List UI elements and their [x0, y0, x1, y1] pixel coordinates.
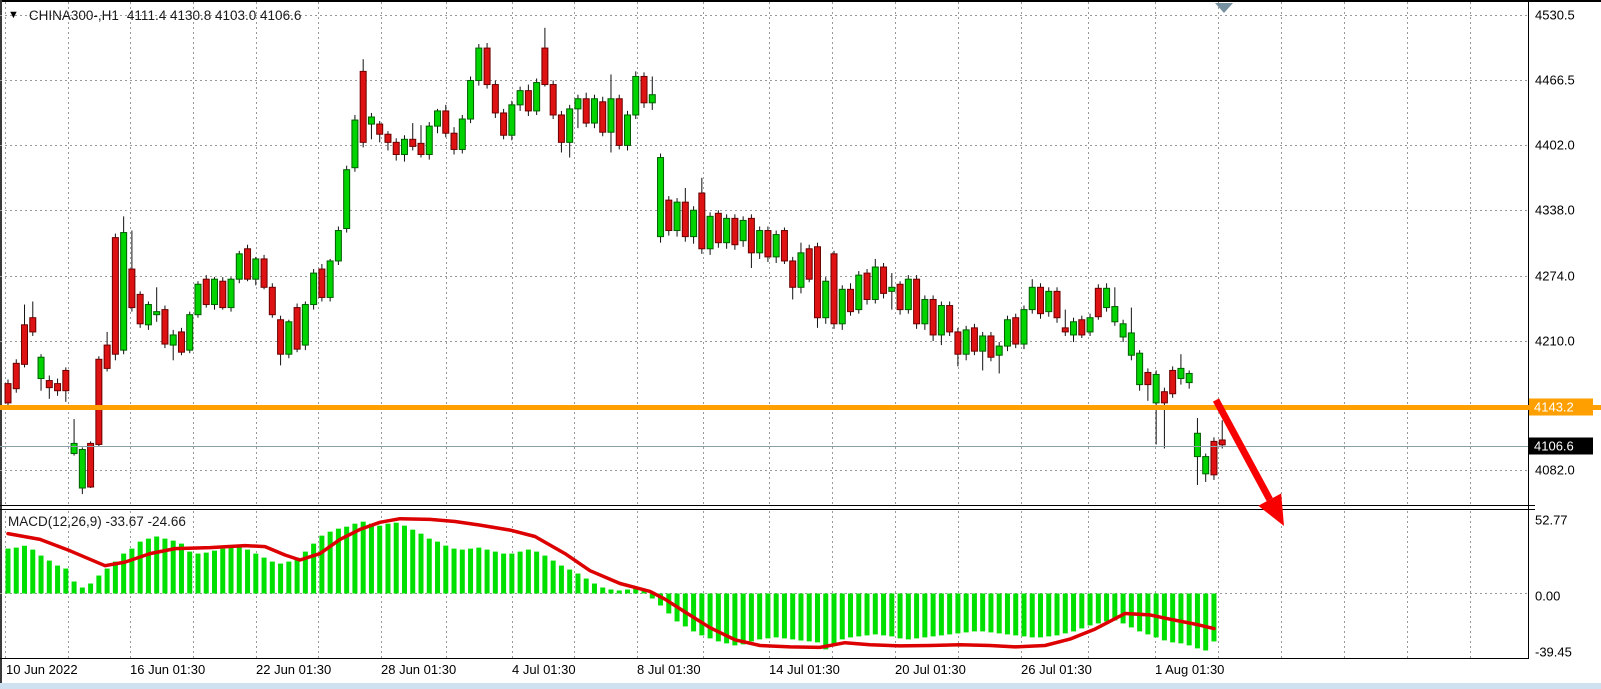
symbol-dropdown-icon[interactable]: ▼: [8, 9, 19, 21]
price-axis-label: 4082.0: [1535, 462, 1575, 478]
price-axis-label: -39.45: [1535, 644, 1572, 660]
price-axis-label: 52.77: [1535, 512, 1568, 528]
time-axis-label: 26 Jul 01:30: [1021, 662, 1092, 677]
price-axis-label: 4402.0: [1535, 137, 1575, 153]
price-axis-label: 4466.5: [1535, 72, 1575, 88]
main-candlestick-plot[interactable]: [0, 0, 1528, 505]
time-axis-label: 28 Jun 01:30: [381, 662, 457, 677]
price-axis-label: 4210.0: [1535, 333, 1575, 349]
time-axis-label: 14 Jul 01:30: [769, 662, 840, 677]
macd-indicator-label: MACD(12,26,9) -33.67 -24.66: [8, 514, 186, 529]
panel-separator-line-2[interactable]: [0, 509, 1535, 510]
resistance-hline[interactable]: [0, 405, 1601, 410]
price-axis-label: 4338.0: [1535, 202, 1575, 218]
time-axis-label: 8 Jul 01:30: [637, 662, 701, 677]
time-axis-label: 20 Jul 01:30: [895, 662, 966, 677]
window-bottom-strip: [0, 683, 1601, 689]
current-price-line: [0, 446, 1528, 447]
price-axis-label: 4530.5: [1535, 7, 1575, 23]
window-top-border: [0, 0, 1601, 2]
time-axis-label: 10 Jun 2022: [6, 662, 78, 677]
current-price-badge: 4106.6: [1529, 437, 1593, 455]
ohlc-values: 4111.4 4130.8 4103.0 4106.6: [126, 7, 302, 23]
price-axis-border: [1528, 2, 1529, 658]
time-axis-label: 1 Aug 01:30: [1155, 662, 1225, 677]
time-axis-border: [0, 658, 1529, 659]
chart-title-bar: ▼ CHINA300-,H1 4111.4 4130.8 4103.0 4106…: [8, 6, 301, 24]
panel-separator-line-1[interactable]: [0, 505, 1535, 506]
price-axis-label: 0.00: [1535, 588, 1561, 604]
hline-price-badge: 4143.2: [1529, 398, 1593, 416]
chart-shift-marker-icon[interactable]: [1215, 3, 1233, 13]
time-axis-label: 16 Jun 01:30: [130, 662, 206, 677]
symbol-period-label: CHINA300-,H1: [28, 7, 119, 23]
price-axis-label: 4274.0: [1535, 268, 1575, 284]
time-axis-label: 22 Jun 01:30: [256, 662, 332, 677]
macd-indicator-plot[interactable]: [0, 511, 1528, 658]
time-axis-label: 4 Jul 01:30: [512, 662, 576, 677]
